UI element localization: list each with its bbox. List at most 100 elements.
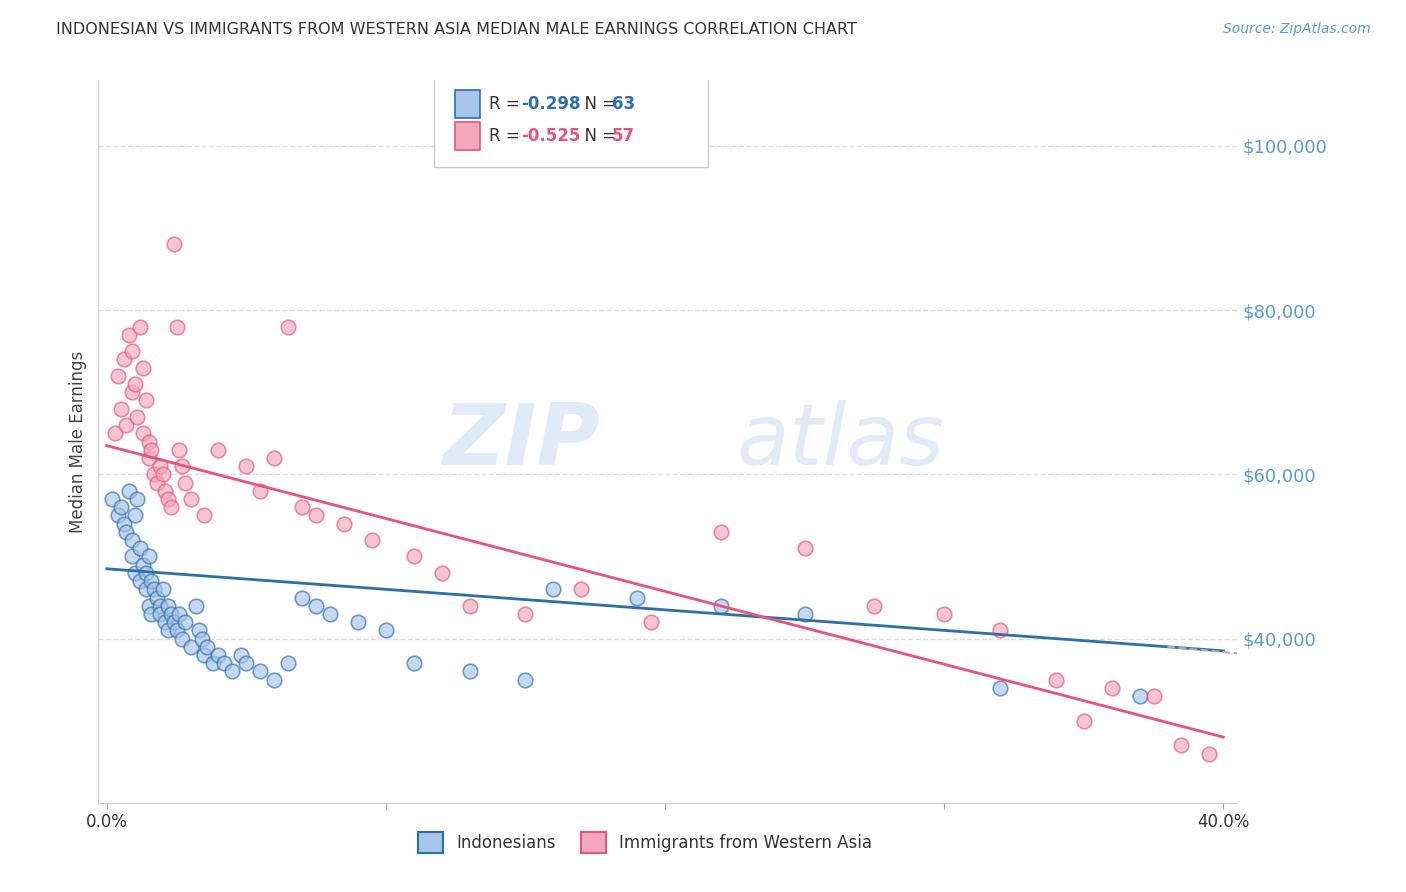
Point xyxy=(135,566,157,580)
Point xyxy=(710,524,733,539)
Point xyxy=(1129,689,1152,703)
Point xyxy=(138,549,160,564)
Point xyxy=(710,599,733,613)
Text: 63: 63 xyxy=(612,95,636,113)
Point xyxy=(146,591,169,605)
Point xyxy=(155,483,177,498)
Point xyxy=(107,368,129,383)
Point xyxy=(132,426,155,441)
Point xyxy=(319,607,342,621)
Point xyxy=(1073,714,1095,728)
Point xyxy=(1198,747,1220,761)
Point xyxy=(195,640,218,654)
Point xyxy=(207,442,229,457)
Point xyxy=(988,624,1011,638)
Point xyxy=(146,475,169,490)
Text: R =: R = xyxy=(489,95,524,113)
Point xyxy=(121,549,143,564)
Point xyxy=(110,500,132,515)
Point xyxy=(172,632,194,646)
Point xyxy=(132,558,155,572)
Point xyxy=(207,648,229,662)
Point xyxy=(235,657,257,671)
Point xyxy=(934,607,956,621)
Point xyxy=(221,665,243,679)
Point xyxy=(169,442,191,457)
Point xyxy=(149,459,172,474)
Point xyxy=(174,475,197,490)
Point xyxy=(374,624,396,638)
Legend: Indonesians, Immigrants from Western Asia: Indonesians, Immigrants from Western Asi… xyxy=(412,826,879,860)
Point xyxy=(149,607,172,621)
Point xyxy=(143,467,166,482)
Point xyxy=(184,599,207,613)
Point xyxy=(863,599,886,613)
Point xyxy=(138,450,160,465)
Point xyxy=(291,500,314,515)
Point xyxy=(235,459,257,474)
Point xyxy=(138,434,160,449)
Point xyxy=(107,508,129,523)
Point xyxy=(640,615,662,630)
Text: R =: R = xyxy=(489,127,524,145)
Text: N =: N = xyxy=(575,127,621,145)
Point xyxy=(110,401,132,416)
Point xyxy=(277,657,299,671)
Point xyxy=(127,409,149,424)
Point xyxy=(263,673,285,687)
Point xyxy=(124,377,146,392)
Point xyxy=(190,632,212,646)
Text: atlas: atlas xyxy=(737,400,945,483)
Point xyxy=(626,591,648,605)
Point xyxy=(430,566,453,580)
Point xyxy=(193,648,215,662)
Point xyxy=(124,508,146,523)
Point xyxy=(166,319,188,334)
Point xyxy=(157,599,180,613)
Point xyxy=(333,516,356,531)
Point xyxy=(543,582,565,597)
Point xyxy=(793,541,815,556)
Y-axis label: Median Male Earnings: Median Male Earnings xyxy=(69,351,87,533)
Point xyxy=(160,500,183,515)
Text: Source: ZipAtlas.com: Source: ZipAtlas.com xyxy=(1223,22,1371,37)
Point xyxy=(172,459,194,474)
Point xyxy=(112,516,135,531)
Point xyxy=(1045,673,1067,687)
Point xyxy=(458,665,481,679)
Point xyxy=(402,657,425,671)
Point xyxy=(141,442,163,457)
Point xyxy=(174,615,197,630)
Point xyxy=(127,491,149,506)
Point xyxy=(135,582,157,597)
Point xyxy=(277,319,299,334)
Text: -0.298: -0.298 xyxy=(522,95,581,113)
Text: N =: N = xyxy=(575,95,621,113)
Point xyxy=(1170,739,1192,753)
Point xyxy=(569,582,592,597)
Point xyxy=(118,483,141,498)
Point xyxy=(166,624,188,638)
Point xyxy=(138,599,160,613)
Point xyxy=(121,533,143,547)
Point xyxy=(212,657,235,671)
Point xyxy=(305,599,328,613)
Text: -0.525: -0.525 xyxy=(522,127,581,145)
Point xyxy=(141,574,163,588)
Point xyxy=(115,418,138,433)
Point xyxy=(180,491,202,506)
Point xyxy=(347,615,370,630)
Point xyxy=(141,607,163,621)
Point xyxy=(180,640,202,654)
Point xyxy=(104,426,127,441)
Point xyxy=(101,491,124,506)
Text: 57: 57 xyxy=(612,127,636,145)
Point xyxy=(160,607,183,621)
Point xyxy=(249,483,271,498)
Point xyxy=(163,237,186,252)
Point xyxy=(263,450,285,465)
Point xyxy=(515,673,537,687)
Point xyxy=(124,566,146,580)
Text: ZIP: ZIP xyxy=(441,400,599,483)
Point xyxy=(129,319,152,334)
